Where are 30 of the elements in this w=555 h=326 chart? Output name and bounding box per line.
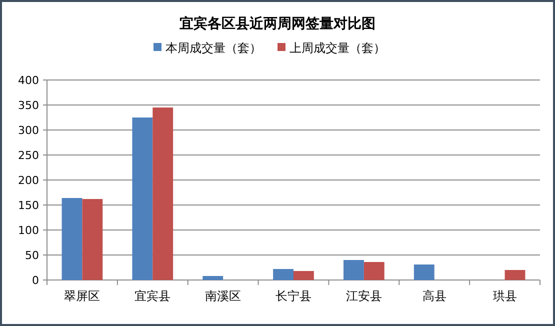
- bar: [414, 264, 434, 280]
- x-tick-label: 宜宾县: [134, 289, 171, 303]
- bar: [82, 199, 103, 280]
- bar: [294, 271, 314, 280]
- bar: [202, 276, 224, 280]
- x-tick-label: 珙县: [492, 289, 517, 303]
- bar: [504, 270, 526, 280]
- y-tick-label: 0: [32, 274, 39, 287]
- y-tick-label: 200: [18, 174, 39, 187]
- y-tick-label: 50: [25, 249, 39, 262]
- bar: [62, 198, 82, 280]
- x-tick-label: 长宁县: [276, 289, 312, 303]
- bar: [132, 118, 153, 280]
- y-tick-label: 250: [18, 149, 39, 162]
- x-tick-label: 南溪区: [205, 289, 242, 303]
- bar: [344, 260, 364, 280]
- y-tick-label: 150: [18, 199, 39, 212]
- bar: [364, 262, 384, 280]
- legend-label: 上周成交量（套）: [290, 41, 386, 55]
- x-tick-label: 翠屏区: [64, 289, 100, 303]
- chart-title: 宜宾各区县近两周网签量对比图: [180, 15, 376, 32]
- y-tick-label: 350: [18, 99, 39, 112]
- bar: [152, 108, 174, 280]
- legend-label: 本周成交量（套）: [166, 41, 262, 55]
- y-tick-label: 300: [18, 124, 39, 137]
- y-tick-label: 400: [18, 74, 39, 87]
- x-tick-label: 江安县: [346, 289, 382, 303]
- y-tick-label: 100: [18, 224, 39, 237]
- x-tick-label: 高县: [422, 289, 446, 303]
- bar: [273, 269, 294, 280]
